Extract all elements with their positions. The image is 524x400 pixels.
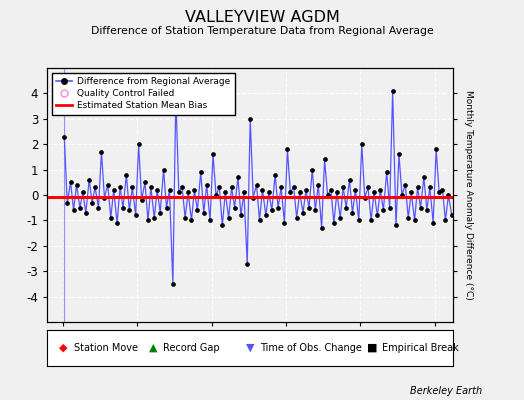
Text: Station Move: Station Move [73,343,138,353]
Text: ▲: ▲ [148,343,157,353]
Text: Difference of Station Temperature Data from Regional Average: Difference of Station Temperature Data f… [91,26,433,36]
Text: ◆: ◆ [59,343,68,353]
Text: Berkeley Earth: Berkeley Earth [410,386,482,396]
Text: ■: ■ [367,343,377,353]
Text: VALLEYVIEW AGDM: VALLEYVIEW AGDM [184,10,340,25]
Text: ▼: ▼ [246,343,255,353]
Text: Record Gap: Record Gap [163,343,220,353]
Text: Empirical Break: Empirical Break [382,343,459,353]
Y-axis label: Monthly Temperature Anomaly Difference (°C): Monthly Temperature Anomaly Difference (… [464,90,473,300]
Text: Time of Obs. Change: Time of Obs. Change [260,343,362,353]
Legend: Difference from Regional Average, Quality Control Failed, Estimated Station Mean: Difference from Regional Average, Qualit… [52,72,235,115]
